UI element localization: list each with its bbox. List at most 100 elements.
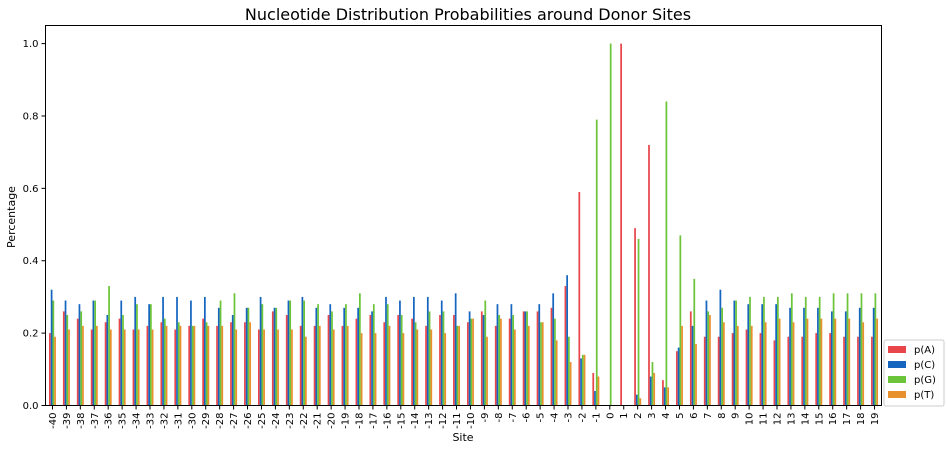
x-tick-label: -30: [187, 413, 198, 429]
bar-pc-5: [677, 347, 680, 406]
bar-pg-12: [777, 296, 779, 406]
bar-pg--24: [275, 307, 278, 406]
bar-pt-13: [792, 322, 795, 406]
bar-pt--33: [151, 329, 154, 406]
bar-pa--34: [132, 329, 135, 406]
bar-pg-0: [609, 43, 612, 406]
bar-pc-10: [747, 304, 750, 406]
x-tick-label: 3: [647, 413, 658, 419]
bar-pg-6: [693, 278, 696, 406]
bar-pt--16: [388, 325, 391, 406]
x-tick-label: -5: [536, 413, 547, 423]
bar-pc--6: [524, 311, 527, 406]
bar-pg--38: [80, 311, 83, 406]
x-tick-label: -38: [76, 413, 87, 429]
bar-pa--17: [369, 315, 372, 406]
bar-pc--27: [231, 315, 234, 406]
bar-pa-19: [871, 336, 873, 406]
bar-pc-16: [830, 311, 833, 406]
bar-pa--35: [118, 318, 121, 406]
bar-pa-7: [703, 336, 706, 406]
bar-pt--17: [374, 333, 377, 406]
bar-pt-3: [653, 372, 656, 406]
bar-pg--15: [400, 315, 403, 406]
x-tick-label: -20: [327, 413, 338, 429]
bar-pg--3: [568, 336, 570, 406]
bar-pa--13: [425, 325, 427, 406]
legend-label: p(C): [914, 360, 935, 371]
x-tick-label: 13: [786, 413, 797, 426]
x-tick-label: -15: [396, 413, 407, 429]
x-tick-label: -18: [355, 413, 366, 429]
bar-pg-4: [665, 101, 668, 406]
bar-pg-18: [860, 293, 863, 406]
bar-pt-17: [848, 318, 851, 406]
bar-pg-2: [637, 239, 640, 406]
bar-pg--7: [512, 315, 515, 406]
bar-pg--18: [359, 293, 361, 406]
bar-pt--23: [291, 329, 293, 406]
x-tick-label: -29: [201, 413, 212, 429]
x-tick-label: -1: [591, 413, 602, 423]
bar-pt--27: [235, 329, 238, 406]
bar-pg--26: [247, 307, 250, 406]
x-tick-label: 14: [800, 413, 811, 426]
bar-pc--23: [287, 300, 290, 406]
bar-pa-1: [620, 43, 622, 406]
bar-pa-14: [801, 336, 804, 406]
bar-pc--19: [343, 307, 346, 406]
bar-pc-9: [733, 300, 736, 406]
bar-pt-12: [778, 318, 781, 406]
bar-pt--29: [207, 325, 210, 406]
bar-pg-14: [804, 296, 807, 406]
bar-pt--20: [332, 329, 335, 406]
bar-pc-17: [844, 311, 847, 406]
x-tick-label: -31: [173, 413, 184, 429]
y-tick-label: 0.2: [23, 329, 39, 340]
x-tick-label: -13: [424, 413, 435, 429]
bar-pg--27: [233, 293, 236, 406]
x-tick-label: -9: [480, 413, 491, 423]
bar-pa--21: [313, 325, 316, 406]
bar-pc-2: [635, 394, 638, 406]
bar-pc--16: [385, 296, 387, 406]
x-tick-label: -22: [299, 413, 310, 429]
bar-pa--25: [257, 329, 260, 406]
bar-pt-10: [750, 325, 753, 406]
bar-pc--18: [357, 307, 359, 406]
bar-pc-14: [803, 307, 805, 406]
bar-pa--26: [244, 322, 246, 406]
bar-pa-2: [634, 228, 636, 406]
bar-pa--27: [230, 322, 232, 406]
legend-label: p(A): [914, 345, 935, 356]
x-tick-label: 7: [703, 413, 714, 419]
bar-pt--11: [458, 325, 461, 406]
legend-label: p(T): [914, 390, 934, 401]
bar-pc--30: [190, 300, 192, 406]
x-tick-label: 1: [619, 413, 630, 419]
x-tick-label: -32: [159, 413, 170, 429]
bars-group: [48, 43, 879, 406]
bar-pt--8: [500, 318, 502, 406]
x-tick-label: -27: [229, 413, 240, 429]
bar-pa-12: [773, 340, 776, 406]
bar-pa--8: [494, 325, 497, 406]
bar-pg--5: [540, 322, 542, 406]
bar-pa--40: [48, 333, 51, 406]
bar-pc-19: [872, 307, 875, 406]
bar-pg--6: [526, 311, 528, 406]
bar-pg--40: [52, 300, 55, 406]
bar-pc-12: [775, 304, 777, 406]
bar-pa--9: [480, 311, 483, 406]
bar-pg--12: [442, 311, 445, 406]
bar-pc--14: [412, 296, 415, 406]
bar-pg--13: [428, 311, 431, 406]
bar-pg--14: [414, 322, 417, 406]
bar-pa--1: [592, 372, 595, 406]
x-tick-label: -4: [550, 413, 561, 423]
bar-pa--38: [76, 318, 79, 406]
x-tick-label: -40: [48, 413, 59, 429]
bar-pc--9: [482, 315, 485, 406]
bar-pa--11: [453, 315, 455, 406]
chart-title: Nucleotide Distribution Probabilities ar…: [245, 5, 691, 24]
